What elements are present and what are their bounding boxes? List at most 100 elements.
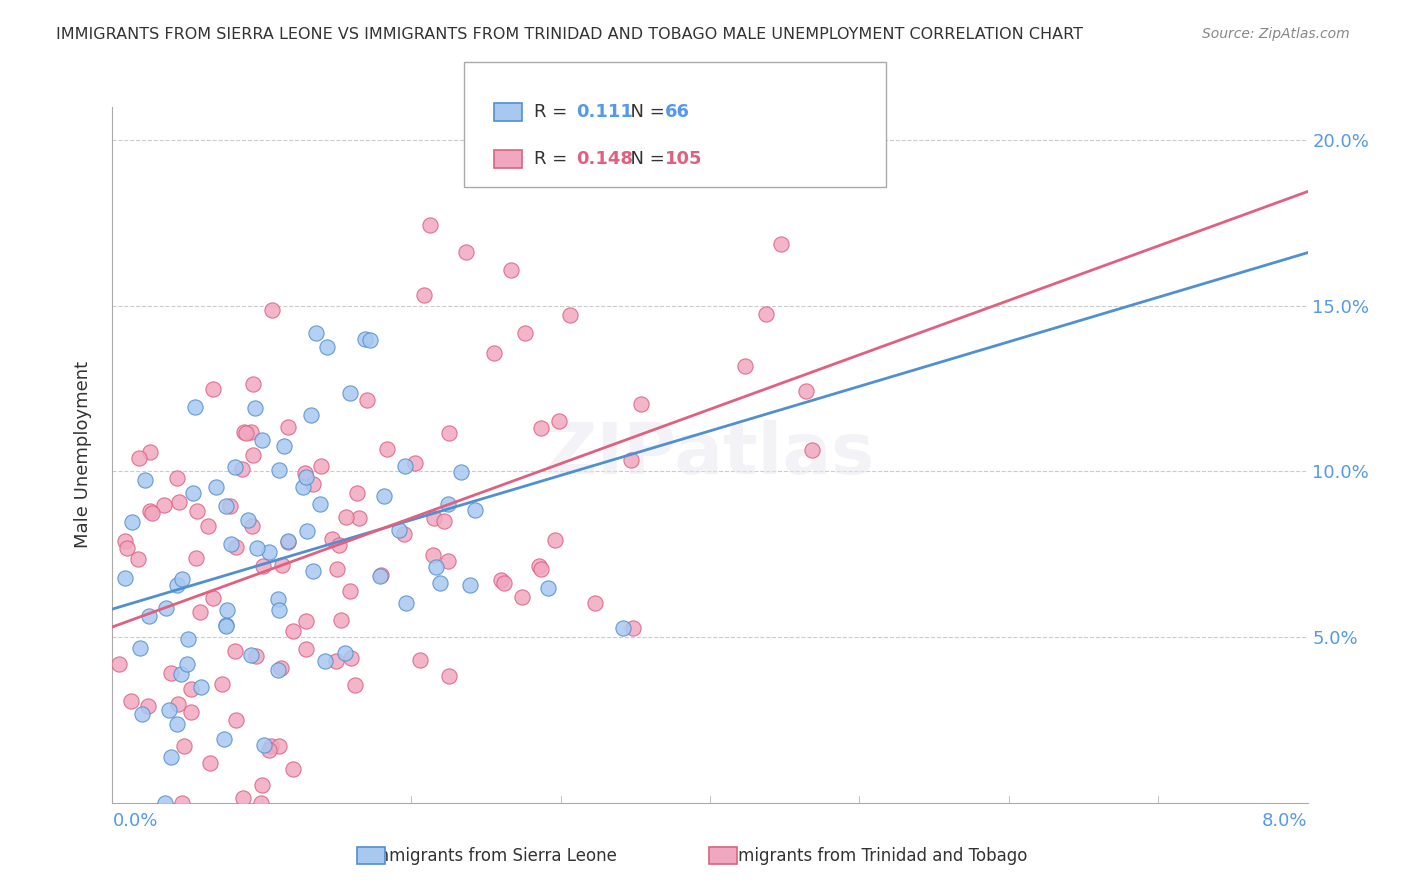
Text: R =: R =	[534, 103, 574, 121]
Point	[305, 326, 328, 340]
Point	[499, 262, 522, 277]
Text: ZIPatlas: ZIPatlas	[546, 420, 875, 490]
Point	[346, 485, 368, 500]
Point	[464, 503, 486, 517]
Point	[170, 666, 193, 681]
Point	[236, 513, 259, 527]
Point	[166, 578, 188, 592]
Point	[134, 473, 156, 487]
Point	[343, 678, 366, 692]
Point	[267, 663, 290, 677]
Point	[136, 698, 159, 713]
Point	[129, 640, 152, 655]
Point	[482, 346, 505, 360]
Point	[302, 477, 325, 491]
Point	[181, 485, 204, 500]
Point	[180, 706, 202, 720]
Point	[585, 596, 607, 610]
Point	[529, 421, 551, 435]
Point	[270, 661, 292, 675]
Point	[240, 425, 263, 440]
Point	[121, 515, 143, 529]
Point	[283, 762, 305, 776]
Point	[139, 504, 162, 518]
Point	[394, 596, 416, 610]
Point	[221, 537, 243, 551]
Point	[437, 497, 460, 511]
Point	[314, 654, 336, 668]
Point	[450, 465, 472, 479]
Point	[423, 511, 446, 525]
Point	[155, 600, 177, 615]
Point	[215, 603, 238, 617]
Point	[232, 790, 254, 805]
Point	[368, 568, 391, 582]
Point	[349, 511, 371, 525]
Point	[218, 499, 240, 513]
Point	[492, 575, 515, 590]
Point	[215, 619, 238, 633]
Point	[233, 425, 256, 439]
Point	[277, 420, 299, 434]
Point	[734, 359, 756, 374]
Point	[243, 401, 266, 415]
Point	[425, 560, 447, 574]
Point	[437, 554, 460, 568]
Text: R =: R =	[534, 150, 574, 168]
Point	[131, 707, 153, 722]
Point	[166, 717, 188, 731]
Point	[128, 450, 150, 465]
Point	[356, 392, 378, 407]
Point	[339, 651, 361, 665]
Point	[796, 384, 818, 398]
Text: IMMIGRANTS FROM SIERRA LEONE VS IMMIGRANTS FROM TRINIDAD AND TOBAGO MALE UNEMPLO: IMMIGRANTS FROM SIERRA LEONE VS IMMIGRAN…	[56, 27, 1083, 42]
Point	[257, 743, 280, 757]
Point	[267, 603, 290, 617]
Point	[308, 497, 330, 511]
Point	[277, 534, 299, 549]
Point	[153, 498, 176, 512]
Point	[373, 490, 395, 504]
Point	[211, 676, 233, 690]
Point	[335, 510, 357, 524]
Point	[205, 480, 228, 494]
Text: Source: ZipAtlas.com: Source: ZipAtlas.com	[1202, 27, 1350, 41]
Point	[548, 415, 571, 429]
Point	[231, 461, 253, 475]
Point	[375, 442, 398, 457]
Point	[510, 591, 533, 605]
Text: 0.111: 0.111	[576, 103, 633, 121]
Point	[224, 644, 246, 658]
Point	[299, 408, 322, 422]
Point	[437, 426, 460, 441]
Point	[621, 621, 644, 635]
Point	[160, 750, 183, 764]
Text: Immigrants from Sierra Leone: Immigrants from Sierra Leone	[367, 847, 617, 865]
Point	[250, 778, 273, 792]
Point	[437, 669, 460, 683]
Point	[429, 576, 451, 591]
Point	[242, 448, 264, 462]
Point	[370, 568, 392, 582]
Point	[295, 642, 318, 657]
Point	[620, 453, 643, 467]
Point	[170, 573, 193, 587]
Point	[458, 578, 481, 592]
Point	[333, 646, 356, 660]
Point	[309, 459, 332, 474]
Text: 0.148: 0.148	[576, 150, 634, 168]
Point	[253, 739, 276, 753]
Point	[801, 442, 824, 457]
Point	[392, 527, 415, 541]
Point	[176, 657, 198, 671]
Point	[114, 533, 136, 548]
Point	[260, 739, 283, 753]
Point	[252, 434, 274, 448]
Point	[530, 562, 553, 576]
Point	[339, 386, 361, 401]
Point	[139, 445, 162, 459]
Point	[166, 471, 188, 485]
Point	[295, 524, 318, 538]
Point	[245, 649, 267, 664]
Point	[240, 518, 263, 533]
